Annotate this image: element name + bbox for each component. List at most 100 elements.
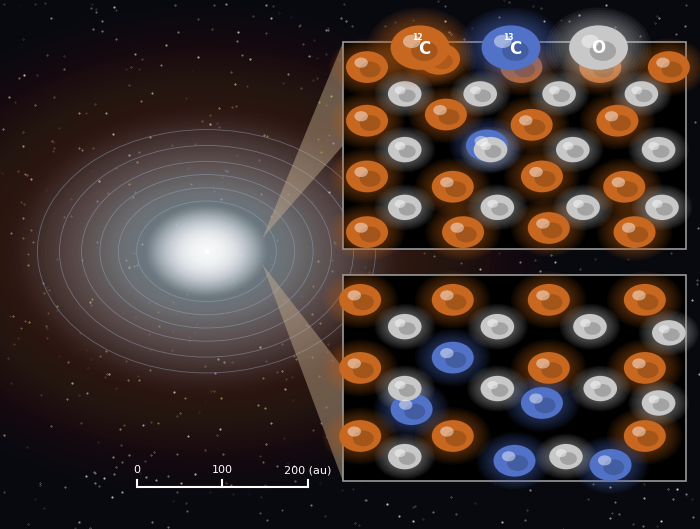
Circle shape [338, 419, 382, 453]
Circle shape [387, 313, 422, 340]
Circle shape [188, 237, 225, 266]
Circle shape [631, 185, 692, 230]
Circle shape [334, 280, 386, 320]
Circle shape [601, 207, 668, 257]
Circle shape [415, 158, 491, 215]
Circle shape [504, 375, 580, 432]
Circle shape [432, 284, 474, 316]
Circle shape [505, 105, 558, 145]
Circle shape [508, 106, 556, 143]
Circle shape [461, 10, 561, 85]
Circle shape [389, 393, 434, 426]
Circle shape [520, 386, 564, 419]
Circle shape [336, 97, 398, 144]
Circle shape [377, 128, 433, 171]
Circle shape [624, 81, 658, 107]
Circle shape [382, 190, 428, 225]
Circle shape [378, 130, 431, 170]
Text: C: C [509, 40, 522, 58]
Circle shape [515, 157, 568, 196]
Circle shape [339, 284, 381, 316]
Circle shape [466, 130, 508, 161]
Circle shape [415, 271, 491, 329]
Circle shape [575, 438, 646, 492]
Circle shape [486, 40, 557, 94]
Circle shape [395, 449, 405, 457]
Circle shape [385, 374, 424, 403]
Circle shape [426, 338, 480, 378]
Circle shape [491, 203, 508, 216]
Circle shape [343, 214, 391, 251]
Circle shape [624, 284, 666, 316]
Circle shape [354, 111, 368, 121]
Circle shape [563, 39, 638, 96]
Circle shape [399, 452, 416, 465]
Circle shape [594, 384, 611, 397]
Bar [343, 275, 686, 481]
Circle shape [652, 398, 669, 411]
Circle shape [421, 334, 484, 381]
Circle shape [513, 381, 570, 425]
Circle shape [638, 310, 699, 355]
Circle shape [475, 371, 520, 406]
Circle shape [428, 417, 477, 454]
Circle shape [456, 226, 477, 242]
Circle shape [474, 137, 508, 162]
Circle shape [596, 204, 672, 261]
Circle shape [511, 271, 587, 329]
Circle shape [545, 128, 601, 171]
Circle shape [536, 290, 550, 300]
Circle shape [652, 320, 686, 345]
Circle shape [590, 381, 601, 389]
Circle shape [415, 91, 477, 138]
Circle shape [346, 161, 388, 193]
Circle shape [638, 294, 659, 310]
Circle shape [353, 294, 374, 310]
Circle shape [414, 40, 463, 77]
Circle shape [173, 226, 240, 277]
Circle shape [566, 194, 601, 221]
Circle shape [648, 142, 659, 150]
Circle shape [391, 25, 449, 70]
Circle shape [380, 438, 430, 476]
Circle shape [404, 404, 425, 419]
Circle shape [639, 190, 685, 225]
Circle shape [618, 280, 671, 320]
Circle shape [568, 24, 629, 71]
Circle shape [634, 384, 683, 422]
Circle shape [378, 436, 431, 477]
Circle shape [565, 308, 615, 345]
Circle shape [467, 366, 528, 412]
Circle shape [637, 189, 687, 226]
Circle shape [644, 314, 694, 352]
Circle shape [552, 133, 594, 166]
Circle shape [527, 211, 571, 244]
Circle shape [591, 101, 644, 141]
Circle shape [468, 15, 554, 80]
Circle shape [345, 160, 389, 193]
Circle shape [336, 153, 398, 200]
Circle shape [561, 305, 618, 348]
Circle shape [334, 96, 400, 146]
Circle shape [596, 105, 638, 136]
Circle shape [395, 86, 405, 94]
Circle shape [506, 376, 578, 430]
Circle shape [480, 375, 515, 402]
Circle shape [480, 314, 514, 340]
Circle shape [417, 160, 489, 214]
Circle shape [378, 306, 431, 347]
Circle shape [387, 194, 422, 221]
Circle shape [513, 201, 584, 255]
Circle shape [606, 211, 664, 254]
Circle shape [171, 224, 242, 278]
Circle shape [631, 86, 642, 94]
Circle shape [591, 161, 657, 212]
Circle shape [345, 50, 389, 84]
Circle shape [548, 131, 598, 168]
Circle shape [509, 151, 575, 202]
Circle shape [623, 283, 667, 316]
Circle shape [377, 72, 433, 115]
Text: O: O [592, 39, 606, 57]
Circle shape [360, 226, 381, 242]
Circle shape [650, 318, 688, 348]
